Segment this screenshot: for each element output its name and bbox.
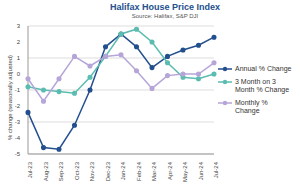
svg-text:0: 0	[17, 71, 21, 77]
svg-text:Nov-23: Nov-23	[89, 161, 95, 181]
svg-text:-3: -3	[15, 119, 21, 125]
svg-text:3: 3	[17, 23, 21, 29]
svg-text:-1: -1	[15, 87, 21, 93]
svg-text:Apr-24: Apr-24	[167, 161, 173, 180]
svg-text:-4: -4	[15, 135, 21, 141]
svg-text:% change (seasonally adjusted): % change (seasonally adjusted)	[8, 55, 13, 140]
svg-text:Jul-24: Jul-24	[213, 161, 219, 178]
svg-text:-5: -5	[15, 151, 21, 157]
html-text:Annual % Change: Annual % Change	[235, 64, 292, 72]
svg-text:May-24: May-24	[182, 161, 188, 182]
html-text:Halifax House Price Index: Halifax House Price Index	[110, 2, 220, 12]
svg-text:Feb-24: Feb-24	[136, 161, 142, 181]
svg-text:Jun-24: Jun-24	[198, 161, 204, 180]
html-text:3 Month on 3 Month % Change: 3 Month on 3 Month % Change	[235, 77, 290, 93]
svg-text:Dec-23: Dec-23	[105, 161, 111, 181]
html-text:Monthly % Change: Monthly % Change	[235, 98, 268, 114]
svg-text:Mar-24: Mar-24	[151, 161, 157, 181]
svg-text:Jan-24: Jan-24	[120, 161, 126, 180]
svg-text:1: 1	[17, 55, 21, 61]
html-text:Source: Halifax, S&P DJI: Source: Halifax, S&P DJI	[131, 13, 199, 19]
svg-text:2: 2	[17, 39, 21, 45]
svg-text:Oct-23: Oct-23	[74, 161, 80, 180]
svg-text:-2: -2	[15, 103, 21, 109]
svg-text:Aug-23: Aug-23	[43, 161, 49, 181]
svg-text:Sep-23: Sep-23	[58, 161, 64, 181]
svg-text:Jul-23: Jul-23	[27, 161, 33, 178]
